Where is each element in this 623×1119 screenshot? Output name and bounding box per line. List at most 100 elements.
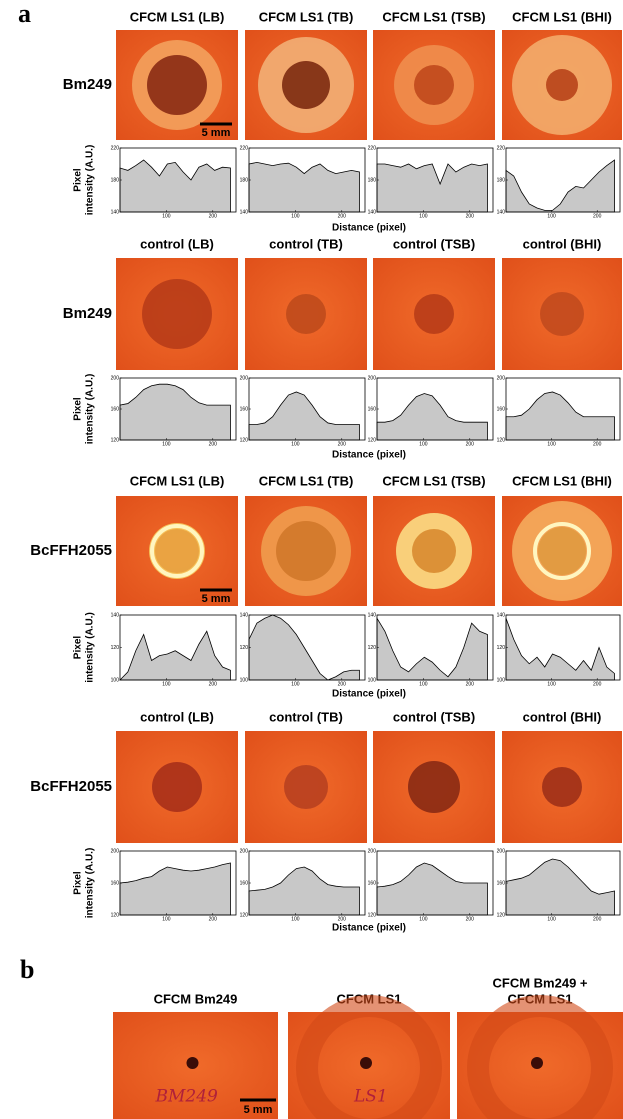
- x-tick-label: 100: [162, 681, 171, 687]
- x-tick-label: 100: [291, 681, 300, 687]
- figure: a b Bm249CFCM LS1 (LB)140180220100200CFC…: [0, 0, 623, 1119]
- x-tick-label: 100: [419, 213, 428, 219]
- x-tick-label: 100: [162, 213, 171, 219]
- intensity-profile: [377, 164, 487, 212]
- row-label: BcFFH2055: [30, 778, 112, 795]
- colony: [412, 529, 456, 573]
- y-tick-label: 200: [111, 375, 120, 381]
- colony: [538, 527, 586, 575]
- intensity-profile: [249, 867, 359, 915]
- y-tick-label: 160: [497, 880, 506, 886]
- column-header: CFCM LS1 (LB): [130, 473, 225, 488]
- colony: [542, 767, 582, 807]
- y-tick-label: 140: [240, 612, 249, 618]
- y-tick-label: 100: [368, 677, 377, 683]
- intensity-profile: [377, 394, 487, 441]
- intensity-profile: [506, 392, 615, 440]
- intensity-profile: [120, 384, 230, 440]
- column-header: control (LB): [140, 236, 214, 251]
- y-tick-label: 140: [240, 209, 249, 215]
- column-header: CFCM LS1 (TB): [259, 9, 354, 24]
- y-tick-label: 120: [497, 645, 506, 651]
- x-tick-label: 200: [593, 681, 602, 687]
- column-header: control (TSB): [393, 709, 475, 724]
- x-tick-label: 100: [547, 213, 556, 219]
- x-tick-label: 200: [209, 213, 218, 219]
- y-tick-label: 140: [497, 209, 506, 215]
- colony: [276, 521, 336, 581]
- colony: [414, 65, 454, 105]
- row-label: BcFFH2055: [30, 542, 112, 559]
- x-tick-label: 200: [466, 681, 475, 687]
- y-tick-label: 120: [497, 437, 506, 443]
- intensity-profile: [377, 863, 487, 915]
- x-tick-label: 100: [291, 213, 300, 219]
- y-tick-label: 120: [497, 912, 506, 918]
- column-header: CFCM LS1 (TSB): [382, 473, 485, 488]
- row-label: Bm249: [63, 76, 112, 93]
- y-tick-label: 160: [240, 880, 249, 886]
- column-header: control (TB): [269, 709, 343, 724]
- y-tick-label: 200: [497, 848, 506, 854]
- colony: [152, 762, 202, 812]
- column-header: control (BHI): [523, 709, 602, 724]
- y-axis-label: Pixel: [73, 397, 84, 421]
- y-axis-label: intensity (A.U.): [85, 848, 96, 919]
- intensity-profile: [249, 392, 359, 440]
- intensity-profile: [120, 160, 230, 212]
- y-tick-label: 180: [497, 177, 506, 183]
- y-tick-label: 220: [497, 145, 506, 151]
- x-tick-label: 200: [338, 441, 347, 447]
- y-axis-label: Pixel: [73, 871, 84, 895]
- y-tick-label: 120: [240, 437, 249, 443]
- x-axis-label: Distance (pixel): [332, 450, 406, 461]
- colony: [408, 761, 460, 813]
- colony: [414, 294, 454, 334]
- y-tick-label: 140: [111, 209, 120, 215]
- y-tick-label: 120: [111, 912, 120, 918]
- x-tick-label: 200: [338, 213, 347, 219]
- well: [531, 1057, 543, 1069]
- x-tick-label: 200: [593, 441, 602, 447]
- x-tick-label: 100: [291, 916, 300, 922]
- column-header: control (TB): [269, 236, 343, 251]
- x-tick-label: 100: [547, 441, 556, 447]
- y-tick-label: 160: [240, 406, 249, 412]
- colony: [284, 765, 328, 809]
- column-header: CFCM Bm249 +: [493, 975, 588, 990]
- y-tick-label: 120: [240, 645, 249, 651]
- column-header: CFCM Bm249: [154, 991, 238, 1006]
- intensity-profile: [120, 631, 230, 680]
- intensity-profile: [377, 618, 487, 680]
- x-tick-label: 100: [419, 441, 428, 447]
- x-axis-label: Distance (pixel): [332, 689, 406, 700]
- y-tick-label: 140: [497, 612, 506, 618]
- y-tick-label: 220: [111, 145, 120, 151]
- x-tick-label: 200: [593, 916, 602, 922]
- y-tick-label: 180: [368, 177, 377, 183]
- intensity-profile: [506, 160, 615, 212]
- x-tick-label: 100: [547, 916, 556, 922]
- scale-bar-label: 5 mm: [202, 127, 231, 139]
- y-tick-label: 200: [497, 375, 506, 381]
- x-tick-label: 200: [209, 441, 218, 447]
- y-tick-label: 100: [240, 677, 249, 683]
- column-header: CFCM LS1 (BHI): [512, 473, 612, 488]
- y-tick-label: 180: [111, 177, 120, 183]
- intensity-profile: [249, 615, 359, 680]
- x-tick-label: 200: [466, 213, 475, 219]
- y-tick-label: 200: [240, 375, 249, 381]
- colony: [540, 292, 584, 336]
- y-tick-label: 120: [240, 912, 249, 918]
- panel-label: b: [20, 955, 34, 984]
- x-tick-label: 200: [209, 681, 218, 687]
- column-header: CFCM LS1 (TB): [259, 473, 354, 488]
- column-header: control (BHI): [523, 236, 602, 251]
- x-tick-label: 200: [338, 681, 347, 687]
- y-tick-label: 120: [368, 437, 377, 443]
- x-tick-label: 200: [593, 213, 602, 219]
- scale-bar-label: 5 mm: [244, 1104, 273, 1116]
- y-tick-label: 120: [368, 645, 377, 651]
- y-tick-label: 180: [240, 177, 249, 183]
- y-tick-label: 120: [368, 912, 377, 918]
